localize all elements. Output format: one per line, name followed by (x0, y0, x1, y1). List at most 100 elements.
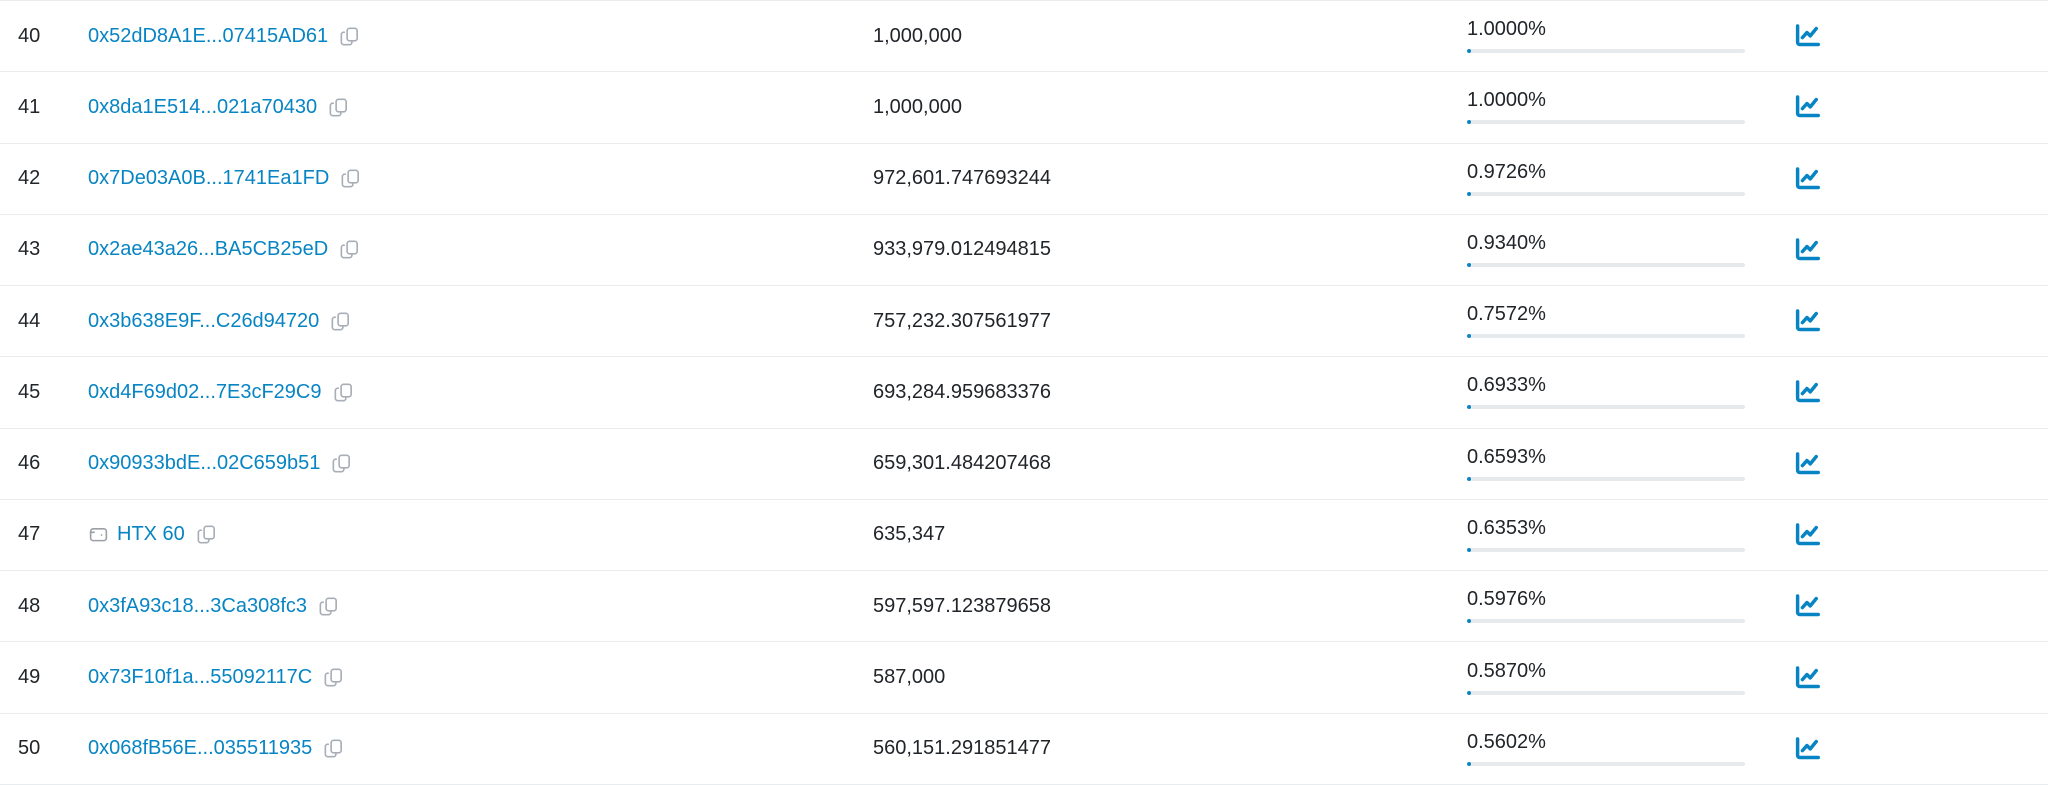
analytics-chart-icon[interactable] (1791, 733, 1825, 765)
copy-icon[interactable] (330, 452, 353, 475)
analytics-chart-icon[interactable] (1791, 234, 1825, 266)
percentage-progress-fill (1467, 191, 1471, 196)
copy-icon[interactable] (339, 167, 362, 190)
percentage-progress-bar (1467, 191, 1745, 196)
holder-percentage: 0.5976% (1467, 588, 1546, 611)
holder-address-link[interactable]: 0x068fB56E...035511935 (88, 737, 313, 760)
table-row: 47 HTX 60 635,347 0.6353% (0, 499, 2048, 572)
copy-icon[interactable] (332, 381, 355, 404)
holder-address-cell: 0x3fA93c18...3Ca308fc3 (88, 595, 873, 618)
analytics-chart-icon[interactable] (1791, 20, 1825, 52)
holder-rank: 44 (18, 309, 41, 332)
holder-address-cell: 0x068fB56E...035511935 (88, 737, 873, 760)
holder-address-link[interactable]: 0x7De03A0B...1741Ea1FD (88, 167, 330, 190)
percentage-progress-bar (1467, 547, 1745, 552)
analytics-chart-icon[interactable] (1791, 376, 1825, 408)
holder-rank: 45 (18, 380, 41, 403)
table-row: 42 0x7De03A0B...1741Ea1FD 972,601.747693… (0, 143, 2048, 215)
analytics-cell (1790, 519, 2048, 551)
holder-address-link[interactable]: 0x90933bdE...02C659b51 (88, 452, 321, 475)
analytics-chart-icon[interactable] (1791, 590, 1825, 622)
percentage-progress-fill (1467, 334, 1471, 339)
holder-percentage: 1.0000% (1467, 18, 1546, 41)
copy-icon[interactable] (322, 666, 345, 689)
analytics-cell (1790, 376, 2048, 408)
holder-percentage: 1.0000% (1467, 89, 1546, 112)
holder-address-cell: HTX 60 (88, 523, 873, 546)
holder-quantity: 659,301.484207468 (873, 452, 1051, 475)
holder-address-link[interactable]: 0x73F10f1a...55092117C (88, 666, 313, 689)
table-row: 44 0x3b638E9F...C26d94720 757,232.307561… (0, 286, 2048, 358)
analytics-chart-icon[interactable] (1791, 163, 1825, 195)
copy-icon[interactable] (317, 595, 340, 618)
percentage-progress-bar (1467, 690, 1745, 695)
analytics-cell (1790, 91, 2048, 123)
holder-percentage: 0.5870% (1467, 659, 1546, 682)
holder-percentage-cell: 0.5870% (1460, 661, 1790, 695)
holder-rank: 46 (18, 452, 41, 475)
table-row: 46 0x90933bdE...02C659b51 659,301.484207… (0, 428, 2048, 500)
holder-quantity: 972,601.747693244 (873, 167, 1051, 190)
copy-icon[interactable] (195, 523, 218, 546)
holder-percentage-cell: 0.6933% (1460, 374, 1790, 410)
analytics-cell (1790, 590, 2048, 622)
table-row: 48 0x3fA93c18...3Ca308fc3 597,597.123879… (0, 571, 2048, 643)
holder-rank: 47 (18, 523, 41, 546)
copy-icon[interactable] (327, 96, 350, 119)
analytics-cell (1790, 448, 2048, 480)
holder-address-link[interactable]: 0x3b638E9F...C26d94720 (88, 309, 320, 332)
holder-quantity: 597,597.123879658 (873, 594, 1051, 617)
holder-address-cell: 0x3b638E9F...C26d94720 (88, 310, 873, 333)
percentage-progress-fill (1467, 690, 1471, 695)
holder-quantity: 587,000 (873, 666, 946, 689)
percentage-progress-bar (1467, 476, 1745, 481)
holder-percentage-cell: 0.5976% (1460, 588, 1790, 624)
holder-address-link[interactable]: 0x3fA93c18...3Ca308fc3 (88, 594, 308, 617)
holder-percentage-cell: 0.9340% (1460, 233, 1790, 267)
holder-percentage-cell: 1.0000% (1460, 89, 1790, 125)
holder-percentage: 0.9340% (1467, 231, 1546, 254)
holder-address-cell: 0x52dD8A1E...07415AD61 (88, 25, 873, 48)
holder-address-link[interactable]: 0xd4F69d02...7E3cF29C9 (88, 380, 322, 403)
holder-percentage-cell: 0.9726% (1460, 162, 1790, 196)
copy-icon[interactable] (329, 310, 352, 333)
analytics-chart-icon[interactable] (1791, 519, 1825, 551)
holder-percentage-cell: 1.0000% (1460, 18, 1790, 54)
copy-icon[interactable] (338, 238, 361, 261)
analytics-cell (1790, 733, 2048, 765)
copy-icon[interactable] (338, 25, 361, 48)
table-row: 40 0x52dD8A1E...07415AD61 1,000,000 1.00… (0, 1, 2048, 73)
holder-quantity: 1,000,000 (873, 24, 962, 47)
holder-percentage: 0.5602% (1467, 730, 1546, 753)
holder-percentage-cell: 0.5602% (1460, 732, 1790, 766)
percentage-progress-bar (1467, 262, 1745, 267)
analytics-cell (1790, 20, 2048, 52)
analytics-chart-icon[interactable] (1791, 662, 1825, 694)
percentage-progress-fill (1467, 476, 1471, 481)
percentage-progress-fill (1467, 761, 1471, 766)
holder-address-link[interactable]: 0x8da1E514...021a70430 (88, 95, 318, 118)
table-row: 45 0xd4F69d02...7E3cF29C9 693,284.959683… (0, 357, 2048, 429)
table-row: 49 0x73F10f1a...55092117C 587,000 0.5870… (0, 642, 2048, 714)
analytics-chart-icon[interactable] (1791, 91, 1825, 123)
analytics-chart-icon[interactable] (1791, 448, 1825, 480)
percentage-progress-bar (1467, 405, 1745, 410)
holder-address-cell: 0x7De03A0B...1741Ea1FD (88, 167, 873, 190)
holder-address-link[interactable]: HTX 60 (117, 523, 185, 546)
percentage-progress-fill (1467, 619, 1471, 624)
holder-rank: 43 (18, 238, 41, 261)
analytics-chart-icon[interactable] (1791, 305, 1825, 337)
holder-rank: 40 (18, 24, 41, 47)
copy-icon[interactable] (322, 737, 345, 760)
percentage-progress-fill (1467, 262, 1471, 267)
holder-quantity: 933,979.012494815 (873, 238, 1051, 261)
holder-address-cell: 0x73F10f1a...55092117C (88, 666, 873, 689)
holder-quantity: 757,232.307561977 (873, 309, 1051, 332)
holder-quantity: 1,000,000 (873, 95, 962, 118)
holder-address-cell: 0xd4F69d02...7E3cF29C9 (88, 381, 873, 404)
holder-address-link[interactable]: 0x2ae43a26...BA5CB25eD (88, 238, 329, 261)
holder-percentage-cell: 0.7572% (1460, 304, 1790, 339)
holder-percentage: 0.6933% (1467, 374, 1546, 397)
percentage-progress-bar (1467, 49, 1745, 54)
holder-address-link[interactable]: 0x52dD8A1E...07415AD61 (88, 24, 329, 47)
